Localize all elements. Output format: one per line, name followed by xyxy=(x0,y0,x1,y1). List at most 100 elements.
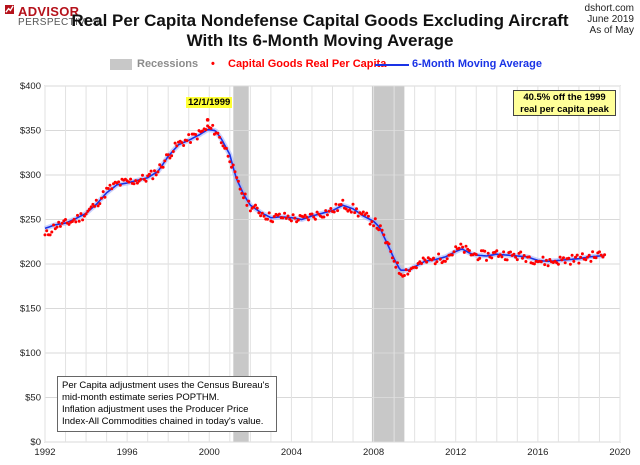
data-point xyxy=(224,146,228,150)
data-point xyxy=(277,212,281,216)
data-point xyxy=(522,254,526,257)
data-point xyxy=(521,256,524,260)
data-point xyxy=(243,192,247,196)
data-point xyxy=(260,211,264,215)
data-point xyxy=(180,141,184,145)
data-point xyxy=(293,216,297,220)
data-point xyxy=(598,250,601,254)
data-point xyxy=(163,159,167,163)
data-point xyxy=(464,244,468,248)
data-point xyxy=(353,211,357,215)
data-point xyxy=(161,165,165,169)
data-point xyxy=(96,204,100,208)
data-point xyxy=(392,259,396,263)
data-point xyxy=(339,203,343,206)
data-point xyxy=(267,211,271,215)
data-point xyxy=(524,260,528,263)
methodology-note: Per Capita adjustment uses the Census Bu… xyxy=(57,376,277,432)
data-point xyxy=(324,209,328,213)
data-point xyxy=(245,203,249,207)
data-point xyxy=(255,206,259,210)
data-point xyxy=(570,253,574,257)
data-point xyxy=(556,262,560,266)
data-point xyxy=(94,198,98,202)
data-point xyxy=(91,202,95,206)
data-point xyxy=(502,250,506,254)
data-point xyxy=(394,265,398,269)
data-point xyxy=(336,209,340,213)
data-point xyxy=(591,250,595,254)
data-point xyxy=(266,217,269,221)
data-point xyxy=(89,205,93,209)
data-point xyxy=(601,255,605,259)
data-point xyxy=(562,256,565,260)
data-point xyxy=(158,163,162,167)
data-point xyxy=(355,207,358,211)
chart-title-line1: Real Per Capita Nondefense Capital Goods… xyxy=(71,11,569,30)
data-point xyxy=(238,187,242,191)
data-point xyxy=(231,163,235,167)
data-point xyxy=(560,258,564,262)
y-tick-label: $0 xyxy=(30,437,41,448)
data-point xyxy=(147,172,151,176)
data-point xyxy=(132,182,136,186)
data-point xyxy=(365,211,369,215)
data-point xyxy=(77,219,81,223)
data-point xyxy=(603,253,607,257)
data-point xyxy=(563,261,567,265)
data-point xyxy=(594,256,598,260)
data-point xyxy=(483,249,487,253)
data-point xyxy=(303,213,307,217)
data-point xyxy=(98,202,102,206)
x-tick-label: 2016 xyxy=(527,447,548,458)
callout-line1: 40.5% off the 1999 xyxy=(523,92,606,103)
data-point xyxy=(153,169,156,173)
data-point xyxy=(291,213,295,217)
data-point xyxy=(580,252,584,256)
data-point xyxy=(514,255,518,259)
data-point xyxy=(579,255,583,259)
data-point xyxy=(406,272,410,276)
data-point xyxy=(236,179,240,183)
data-point xyxy=(539,260,543,264)
data-point xyxy=(175,144,179,148)
x-tick-label: 2008 xyxy=(363,447,384,458)
data-point xyxy=(211,123,215,127)
data-point xyxy=(247,199,251,203)
data-point xyxy=(76,213,79,217)
data-point xyxy=(586,255,589,259)
data-point xyxy=(519,250,523,254)
data-point xyxy=(219,141,223,145)
data-point xyxy=(171,150,175,153)
source-block: dshort.com June 2019 As of May xyxy=(585,3,634,36)
data-point xyxy=(139,177,143,181)
source-as-of: As of May xyxy=(589,25,634,36)
data-point xyxy=(408,269,411,273)
chart-title-line2: With Its 6-Month Moving Average xyxy=(186,31,454,50)
data-point xyxy=(209,126,213,130)
data-point xyxy=(575,253,579,257)
data-point xyxy=(144,179,148,183)
callout-line2: real per capita peak xyxy=(520,104,609,115)
data-point xyxy=(329,207,333,210)
data-point xyxy=(74,220,78,224)
data-point xyxy=(404,268,408,272)
data-point xyxy=(370,220,374,224)
x-tick-label: 1996 xyxy=(117,447,138,458)
data-point xyxy=(315,210,319,214)
data-point xyxy=(396,261,399,265)
data-point xyxy=(587,253,591,257)
data-point xyxy=(389,250,393,253)
y-tick-label: $150 xyxy=(20,304,41,315)
data-point xyxy=(325,213,329,217)
data-point xyxy=(305,215,309,219)
data-point xyxy=(194,133,198,136)
data-point xyxy=(70,220,74,223)
data-point xyxy=(498,253,502,257)
data-point xyxy=(272,215,276,218)
data-point xyxy=(546,264,550,268)
data-point xyxy=(423,258,427,262)
data-point xyxy=(86,209,90,213)
legend-series2: 6-Month Moving Average xyxy=(412,58,542,70)
data-point xyxy=(135,181,139,185)
